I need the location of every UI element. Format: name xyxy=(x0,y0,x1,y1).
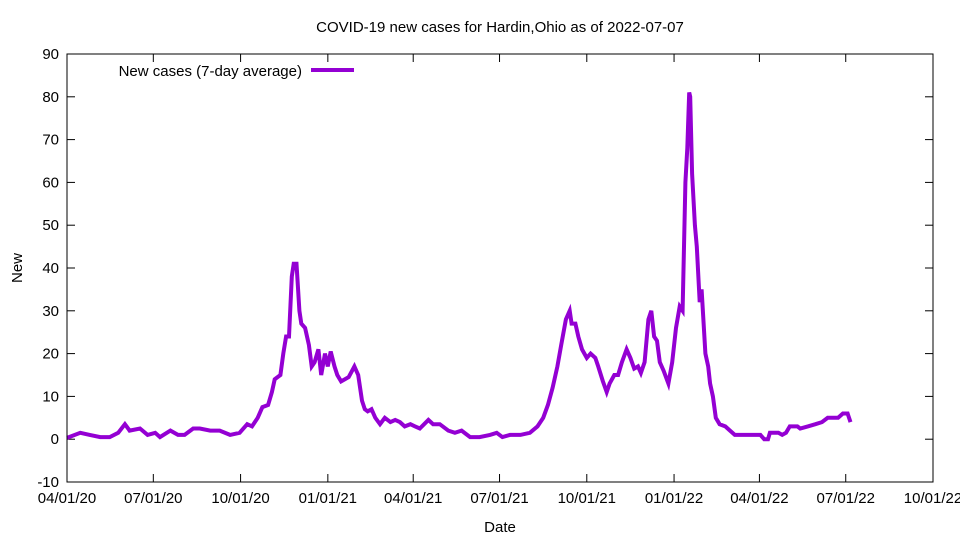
x-tick-label: 07/01/22 xyxy=(817,490,875,507)
y-tick-label: 0 xyxy=(51,431,59,448)
x-tick-label: 04/01/20 xyxy=(38,490,96,507)
y-axis-label: New xyxy=(9,253,26,283)
y-tick-label: 60 xyxy=(42,174,59,191)
y-tick-label: 40 xyxy=(42,260,59,277)
x-tick-label: 07/01/20 xyxy=(124,490,182,507)
x-tick-label: 04/01/21 xyxy=(384,490,442,507)
series-line xyxy=(67,93,851,440)
y-tick-label: 10 xyxy=(42,388,59,405)
x-tick-label: 07/01/21 xyxy=(470,490,528,507)
y-tick-label: -10 xyxy=(37,474,59,491)
y-tick-label: 90 xyxy=(42,46,59,63)
x-tick-label: 10/01/22 xyxy=(904,490,960,507)
legend-label: New cases (7-day average) xyxy=(119,63,302,80)
series-lines xyxy=(67,92,851,439)
x-tick-label: 10/01/21 xyxy=(558,490,616,507)
x-tick-label: 10/01/20 xyxy=(211,490,269,507)
x-tick-label: 04/01/22 xyxy=(730,490,788,507)
y-tick-label: 80 xyxy=(42,89,59,106)
y-tick-label: 30 xyxy=(42,303,59,320)
y-tick-label: 50 xyxy=(42,217,59,234)
y-tick-label: 70 xyxy=(42,132,59,149)
x-tick-label: 01/01/22 xyxy=(645,490,703,507)
plot-border xyxy=(67,54,933,482)
axis-ticks: -10 0 10 20 30 40 50 60 70 80 90 04/01/20 07/01/20 10… xyxy=(37,46,960,507)
chart-title: COVID-19 new cases for Hardin,Ohio as of… xyxy=(316,19,684,36)
legend: New cases (7-day average) xyxy=(119,63,354,80)
y-tick-label: 20 xyxy=(42,346,59,363)
x-tick-label: 01/01/21 xyxy=(299,490,357,507)
x-axis-label: Date xyxy=(484,519,516,536)
